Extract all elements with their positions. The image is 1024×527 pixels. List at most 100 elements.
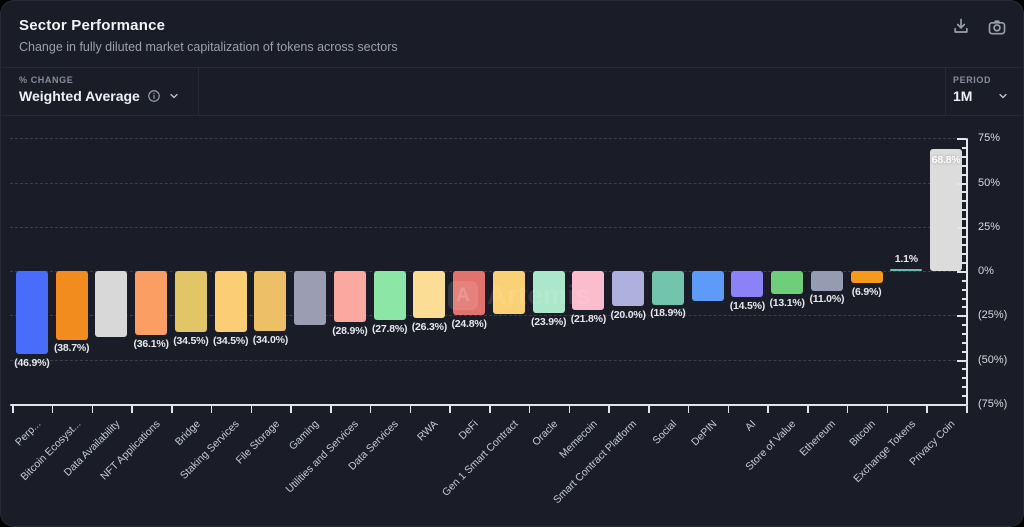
x-axis-tick xyxy=(51,406,54,413)
y-axis-tick xyxy=(962,253,966,255)
y-axis-tick xyxy=(962,298,966,300)
bar-ai[interactable] xyxy=(731,271,764,297)
bar-exchange-tokens[interactable] xyxy=(890,269,923,271)
y-axis-label: 0% xyxy=(978,265,994,277)
page-subtitle: Change in fully diluted market capitaliz… xyxy=(19,40,398,54)
bar-value-label: (38.7%) xyxy=(53,342,90,355)
y-axis-tick xyxy=(962,395,966,397)
x-axis-label-rwa[interactable]: RWA xyxy=(415,418,441,444)
period-dropdown[interactable]: PERIOD 1M xyxy=(953,67,1009,115)
y-axis-label: (75%) xyxy=(978,398,1008,410)
bar-nft-applications[interactable] xyxy=(135,271,168,335)
x-axis-label-depin[interactable]: DePIN xyxy=(688,418,720,449)
bar-staking-services[interactable] xyxy=(214,271,247,333)
y-axis-tick xyxy=(957,138,966,140)
x-axis-label-oracle[interactable]: Oracle xyxy=(529,418,561,449)
y-axis-tick xyxy=(962,351,966,353)
y-axis-label: (25%) xyxy=(978,309,1008,321)
bar-value-label: (34.0%) xyxy=(252,334,289,347)
metric-dropdown[interactable]: % CHANGE Weighted Average xyxy=(19,67,180,115)
header-actions xyxy=(949,15,1009,39)
x-axis-tick xyxy=(886,406,888,413)
download-icon xyxy=(954,18,968,33)
bar-value-label: (46.9%) xyxy=(14,357,50,369)
bar-bitcoin[interactable] xyxy=(850,271,883,284)
gridline xyxy=(10,227,966,228)
y-axis-tick xyxy=(957,404,966,406)
y-axis xyxy=(966,138,968,406)
metric-value: Weighted Average xyxy=(19,88,140,104)
y-axis-tick xyxy=(962,262,966,264)
bar-value-label: (36.1%) xyxy=(133,337,169,350)
y-axis-tick xyxy=(962,191,966,193)
bar-defi[interactable] xyxy=(453,271,486,315)
bar-depin[interactable] xyxy=(691,271,724,301)
x-axis-label-perp[interactable]: Perp... xyxy=(13,418,44,449)
bar-store-of-value[interactable] xyxy=(771,271,804,295)
y-axis-tick xyxy=(962,209,966,211)
bar-bridge[interactable] xyxy=(174,271,207,333)
bar-data-services[interactable] xyxy=(373,271,406,321)
bar-value-label: (34.5%) xyxy=(212,335,249,348)
bar-gen-1-smart-contract[interactable] xyxy=(492,271,525,314)
y-axis-tick xyxy=(957,360,966,362)
gridline xyxy=(10,271,966,272)
y-axis-tick xyxy=(962,200,966,202)
bar-bitcoin-ecosyst[interactable] xyxy=(55,271,88,340)
bar-smart-contract-platform[interactable] xyxy=(612,271,645,307)
y-axis-tick xyxy=(962,289,966,291)
bar-perp[interactable] xyxy=(15,271,48,354)
x-axis-tick xyxy=(171,406,173,413)
y-axis-tick xyxy=(962,280,966,282)
bar-value-label: 1.1% xyxy=(894,253,918,265)
gridline xyxy=(10,138,966,139)
x-axis-tick xyxy=(687,406,690,413)
x-axis-tick xyxy=(966,406,968,413)
screenshot-button[interactable] xyxy=(985,15,1009,39)
period-label: PERIOD xyxy=(953,75,992,85)
divider xyxy=(1,67,1023,68)
x-axis-label-bitcoin[interactable]: Bitcoin xyxy=(847,418,879,449)
x-axis-label-bridge[interactable]: Bridge xyxy=(172,418,203,448)
x-axis-tick xyxy=(449,406,451,413)
x-axis-label-ethereum[interactable]: Ethereum xyxy=(797,418,839,459)
x-axis-tick xyxy=(727,406,729,413)
bar-ethereum[interactable] xyxy=(810,271,843,291)
y-axis-tick xyxy=(962,306,966,308)
bar-value-label: (6.9%) xyxy=(851,286,882,299)
y-axis-label: 75% xyxy=(978,132,1001,144)
bar-value-label: (18.9%) xyxy=(650,307,686,320)
page-title: Sector Performance xyxy=(19,17,166,34)
x-axis-label-gen-1-smart-contract[interactable]: Gen 1 Smart Contract xyxy=(439,418,521,499)
bar-rwa[interactable] xyxy=(413,271,446,318)
period-value: 1M xyxy=(953,88,973,104)
x-axis-label-defi[interactable]: DeFi xyxy=(456,418,481,443)
bar-social[interactable] xyxy=(651,271,684,305)
x-axis-label-smart-contract-platform[interactable]: Smart Contract Platform xyxy=(551,418,640,507)
x-axis-label-ai[interactable]: AI xyxy=(743,418,759,434)
x-axis-label-gaming[interactable]: Gaming xyxy=(287,418,322,453)
bar-data-availability[interactable] xyxy=(95,271,128,338)
x-axis-tick xyxy=(91,406,93,413)
x-axis-label-utilities-and-services[interactable]: Utilities and Services xyxy=(283,418,362,496)
bar-gaming[interactable] xyxy=(294,271,327,325)
bar-memecoin[interactable] xyxy=(572,271,605,310)
x-axis-label-social[interactable]: Social xyxy=(650,418,680,447)
y-axis-label: 25% xyxy=(978,221,1001,233)
bar-privacy-coin[interactable] xyxy=(930,149,963,271)
gridline xyxy=(10,360,966,361)
x-axis-tick xyxy=(528,406,531,413)
x-axis-tick xyxy=(807,406,809,413)
bar-oracle[interactable] xyxy=(532,271,565,314)
y-axis-tick xyxy=(962,386,966,388)
x-axis xyxy=(10,404,967,406)
x-axis-tick xyxy=(290,406,292,413)
y-axis-tick xyxy=(962,218,966,220)
bar-utilities-and-services[interactable] xyxy=(333,271,366,323)
bar-value-label: (13.1%) xyxy=(769,297,805,310)
y-axis-tick xyxy=(962,165,966,167)
download-button[interactable] xyxy=(949,15,973,39)
bar-file-storage[interactable] xyxy=(254,271,287,332)
bar-value-label: (21.8%) xyxy=(570,312,607,325)
